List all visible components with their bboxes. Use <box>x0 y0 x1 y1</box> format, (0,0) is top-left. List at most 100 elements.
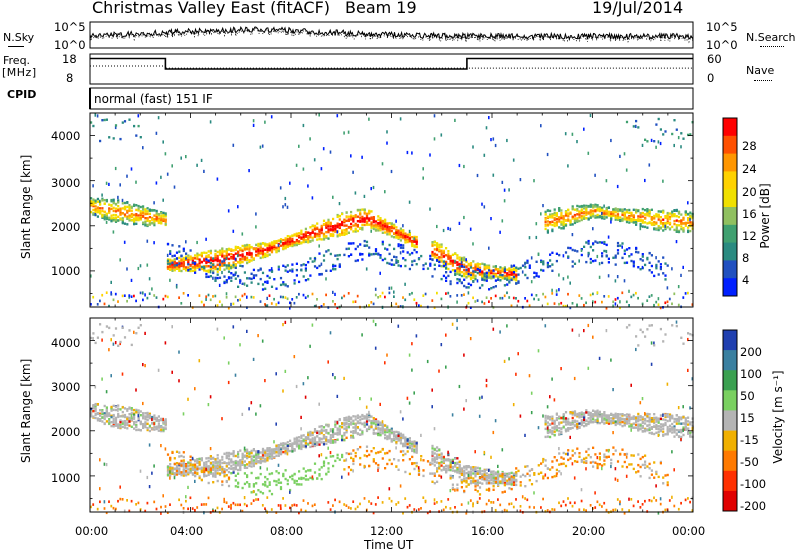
power-cell <box>508 278 511 281</box>
power-cell <box>635 219 638 222</box>
power-cell <box>576 204 579 208</box>
velocity-cell <box>151 427 154 430</box>
power-cell <box>501 269 504 272</box>
velocity-cell <box>300 434 303 437</box>
velocity-cell <box>157 429 160 432</box>
power-cell <box>173 269 176 272</box>
power-cell <box>155 212 158 215</box>
power-cell <box>221 247 224 250</box>
power-cell <box>402 236 405 240</box>
power-cell <box>214 254 217 257</box>
power-cell <box>144 208 147 212</box>
power-cell <box>411 244 414 248</box>
velocity-cell <box>139 429 142 432</box>
power-cell <box>682 265 684 269</box>
velocity-cell <box>182 451 185 454</box>
power-cell <box>431 275 434 278</box>
power-cell <box>508 268 511 271</box>
velocity-cell <box>345 504 348 507</box>
power-cell <box>506 272 509 275</box>
velocity-cell <box>345 421 348 424</box>
power-cell <box>329 150 332 154</box>
power-cell <box>298 234 301 238</box>
power-cell <box>334 254 337 257</box>
velocity-cell <box>237 468 240 472</box>
velocity-cell <box>169 474 172 477</box>
velocity-cell <box>223 452 226 455</box>
velocity-cell <box>322 426 326 429</box>
velocity-cell <box>334 432 337 435</box>
power-cell <box>148 212 151 215</box>
power-cell <box>682 218 685 221</box>
power-cell <box>390 169 393 174</box>
power-cell <box>320 305 323 308</box>
velocity-cell <box>350 452 353 455</box>
power-cell <box>320 272 323 276</box>
velocity-cell <box>268 489 271 493</box>
velocity-cell <box>359 428 362 431</box>
velocity-cell <box>252 485 255 488</box>
velocity-cell <box>108 414 111 418</box>
velocity-cell <box>194 460 197 463</box>
power-cell <box>302 275 305 278</box>
power-cell <box>196 163 198 167</box>
velocity-cell <box>232 454 235 458</box>
power-cell <box>257 282 260 286</box>
velocity-cell <box>126 419 129 422</box>
velocity-cell <box>137 414 140 418</box>
velocity-cell <box>368 464 371 468</box>
power-cell <box>232 302 235 306</box>
power-cell <box>433 263 436 266</box>
power-cell <box>227 209 230 213</box>
power-cell <box>354 191 357 195</box>
power-cell <box>298 241 301 245</box>
power-cell <box>458 258 461 262</box>
power-cell <box>121 198 124 202</box>
velocity-cell <box>114 405 118 408</box>
power-cell <box>388 229 391 232</box>
power-cell <box>370 229 372 233</box>
power-cell <box>562 224 565 227</box>
power-cell <box>286 238 289 241</box>
velocity-cell <box>318 474 321 477</box>
power-cell <box>469 273 473 277</box>
velocity-cell <box>194 479 196 483</box>
power-cell <box>560 220 563 223</box>
velocity-cell <box>259 460 262 463</box>
velocity-cell <box>166 472 170 476</box>
velocity-cell <box>248 451 251 454</box>
power-cell <box>467 272 470 276</box>
power-cell <box>492 173 495 177</box>
power-cell <box>607 214 610 217</box>
velocity-cell <box>372 422 375 425</box>
velocity-cell <box>216 472 219 475</box>
power-cell <box>336 225 339 228</box>
power-cell <box>114 292 117 296</box>
power-cell <box>488 246 490 250</box>
velocity-cell <box>304 436 307 439</box>
power-cell <box>350 154 352 158</box>
power-cell <box>472 270 475 273</box>
velocity-cell <box>160 417 163 421</box>
power-cell <box>592 205 595 208</box>
power-cell <box>610 213 613 216</box>
velocity-cell <box>359 418 362 421</box>
velocity-cell <box>241 486 244 490</box>
power-cell <box>146 212 149 216</box>
power-cell <box>325 236 328 239</box>
power-cell <box>255 250 258 253</box>
velocity-cell <box>191 463 194 467</box>
power-cell <box>334 264 337 268</box>
velocity-cell <box>241 412 244 416</box>
power-cell <box>243 248 246 251</box>
velocity-cell <box>336 421 339 425</box>
velocity-cell <box>261 492 265 495</box>
power-cell <box>478 270 482 273</box>
velocity-cell <box>377 466 380 470</box>
velocity-cell <box>386 462 389 466</box>
velocity-cell <box>112 418 115 421</box>
power-cell <box>96 197 99 201</box>
velocity-cell <box>345 416 348 419</box>
power-cell <box>363 210 366 213</box>
velocity-cell <box>356 426 359 429</box>
